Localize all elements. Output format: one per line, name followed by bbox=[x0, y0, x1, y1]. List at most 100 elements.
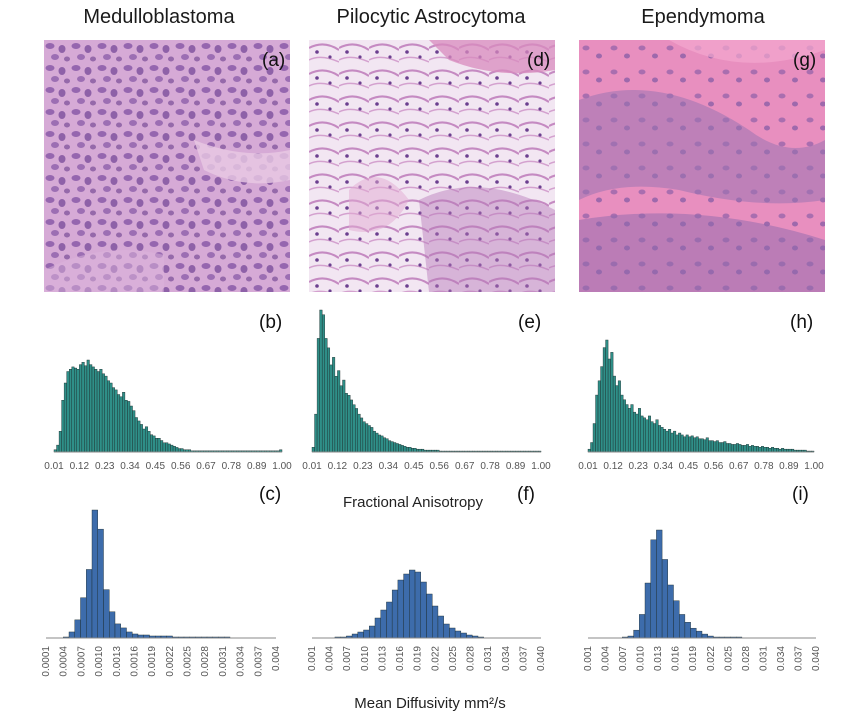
x-tick-label: 0.0037 bbox=[253, 646, 264, 677]
histogram-bar bbox=[667, 584, 674, 639]
histogram-bar bbox=[708, 440, 712, 453]
x-tick-label: 0.23 bbox=[628, 461, 648, 472]
histogram-bar bbox=[668, 429, 672, 453]
histogram-bar bbox=[380, 609, 387, 639]
histogram-bar bbox=[167, 443, 171, 453]
histogram-bar bbox=[112, 387, 115, 453]
x-tick-label: 0.12 bbox=[603, 461, 623, 472]
histogram-bar bbox=[678, 432, 682, 453]
histogram-bar bbox=[398, 444, 402, 453]
histogram-bar bbox=[622, 399, 626, 453]
histogram-bar bbox=[126, 631, 133, 639]
histogram-bar bbox=[635, 413, 639, 453]
histogram-bar bbox=[685, 434, 689, 453]
x-tick-label: 0.040 bbox=[811, 646, 822, 671]
histogram-bar bbox=[748, 446, 752, 453]
histogram-bar bbox=[321, 314, 325, 453]
histogram-bar bbox=[74, 367, 77, 453]
histogram-bar bbox=[590, 442, 594, 453]
histogram-bar bbox=[403, 573, 410, 639]
histogram-bar bbox=[144, 426, 148, 453]
histogram-bar bbox=[351, 633, 358, 639]
x-tick-label: 0.001 bbox=[583, 646, 594, 671]
x-tick-label: 0.56 bbox=[429, 461, 449, 472]
histogram-bar bbox=[680, 434, 684, 453]
histogram-bar bbox=[408, 447, 412, 453]
histogram-bar bbox=[411, 448, 414, 453]
histogram-bar bbox=[600, 366, 604, 453]
x-tick-label: 0.34 bbox=[379, 461, 399, 472]
x-tick-label: 0.0016 bbox=[130, 646, 141, 677]
histogram-bar bbox=[81, 362, 85, 453]
histogram-bar bbox=[625, 404, 629, 453]
histogram-bar bbox=[96, 371, 100, 453]
histogram-bar bbox=[597, 380, 601, 453]
histogram-bar bbox=[362, 421, 366, 453]
histogram-bar bbox=[766, 447, 769, 453]
histogram-bar bbox=[696, 630, 703, 639]
x-tick-label: 0.001 bbox=[307, 646, 318, 671]
histogram-bar bbox=[715, 440, 719, 453]
x-tick-label: 0.78 bbox=[754, 461, 774, 472]
histogram-bar bbox=[155, 438, 159, 453]
x-tick-label: 0.23 bbox=[353, 461, 373, 472]
histogram-bar bbox=[101, 373, 105, 453]
histogram-bar bbox=[86, 359, 90, 453]
histogram-bar bbox=[690, 627, 697, 639]
x-tick-label: 0.0004 bbox=[59, 646, 70, 677]
histogram-bar bbox=[638, 408, 641, 453]
histogram-bar bbox=[656, 529, 663, 639]
histogram-bar bbox=[426, 593, 433, 639]
histogram-bar bbox=[58, 431, 62, 453]
x-tick-label: 0.0034 bbox=[236, 646, 247, 677]
histogram-bar bbox=[316, 338, 320, 453]
x-tick-label: 1.00 bbox=[531, 461, 551, 472]
histogram-bar bbox=[172, 446, 176, 453]
histogram-bar bbox=[683, 436, 687, 453]
histogram-bar bbox=[718, 442, 722, 453]
x-tick-label: 0.0028 bbox=[200, 646, 211, 677]
histogram-bar bbox=[403, 446, 407, 453]
histogram-bar bbox=[723, 441, 727, 453]
x-tick-label: 0.89 bbox=[779, 461, 799, 472]
histogram-bar bbox=[688, 436, 692, 453]
x-tick-label: 0.45 bbox=[679, 461, 699, 472]
histology-image-ependymoma bbox=[579, 40, 825, 292]
histogram-bar bbox=[334, 376, 338, 453]
x-tick-label: 0.025 bbox=[723, 646, 734, 671]
histogram-bar bbox=[753, 446, 757, 453]
histogram-bar bbox=[388, 440, 392, 453]
histogram-bar bbox=[383, 437, 386, 453]
histogram-bar bbox=[165, 442, 169, 453]
histogram-bar bbox=[653, 423, 656, 453]
histogram-bar bbox=[180, 448, 184, 453]
histogram-bar bbox=[740, 445, 744, 453]
x-tick-label: 0.45 bbox=[404, 461, 424, 472]
x-tick-label: 0.01 bbox=[302, 461, 322, 472]
histogram-bar bbox=[137, 420, 141, 453]
histogram-bar bbox=[342, 379, 346, 453]
x-tick-label: 0.013 bbox=[378, 646, 389, 671]
histogram-bar bbox=[375, 432, 379, 453]
histogram-bar bbox=[139, 424, 143, 453]
histogram-bar bbox=[94, 369, 98, 453]
histogram-bar bbox=[329, 364, 333, 453]
histogram-bar bbox=[610, 352, 614, 453]
histogram-bar bbox=[710, 440, 714, 453]
histogram-bar bbox=[91, 366, 95, 453]
histogram-bar bbox=[314, 413, 318, 453]
x-tick-label: 0.019 bbox=[413, 646, 424, 671]
histogram-bar bbox=[66, 371, 70, 453]
histogram-bar bbox=[781, 448, 785, 453]
histogram-bar bbox=[355, 408, 359, 453]
histogram-bar bbox=[99, 369, 103, 453]
x-tick-label: 0.004 bbox=[325, 646, 336, 671]
histogram-bar bbox=[776, 448, 780, 453]
histogram-bar bbox=[645, 419, 649, 453]
histogram-bar bbox=[120, 627, 127, 639]
x-tick-label: 0.45 bbox=[146, 461, 166, 472]
histogram-bar bbox=[730, 444, 734, 453]
x-tick-label: 0.0031 bbox=[218, 646, 229, 677]
histogram-bar bbox=[684, 622, 691, 639]
